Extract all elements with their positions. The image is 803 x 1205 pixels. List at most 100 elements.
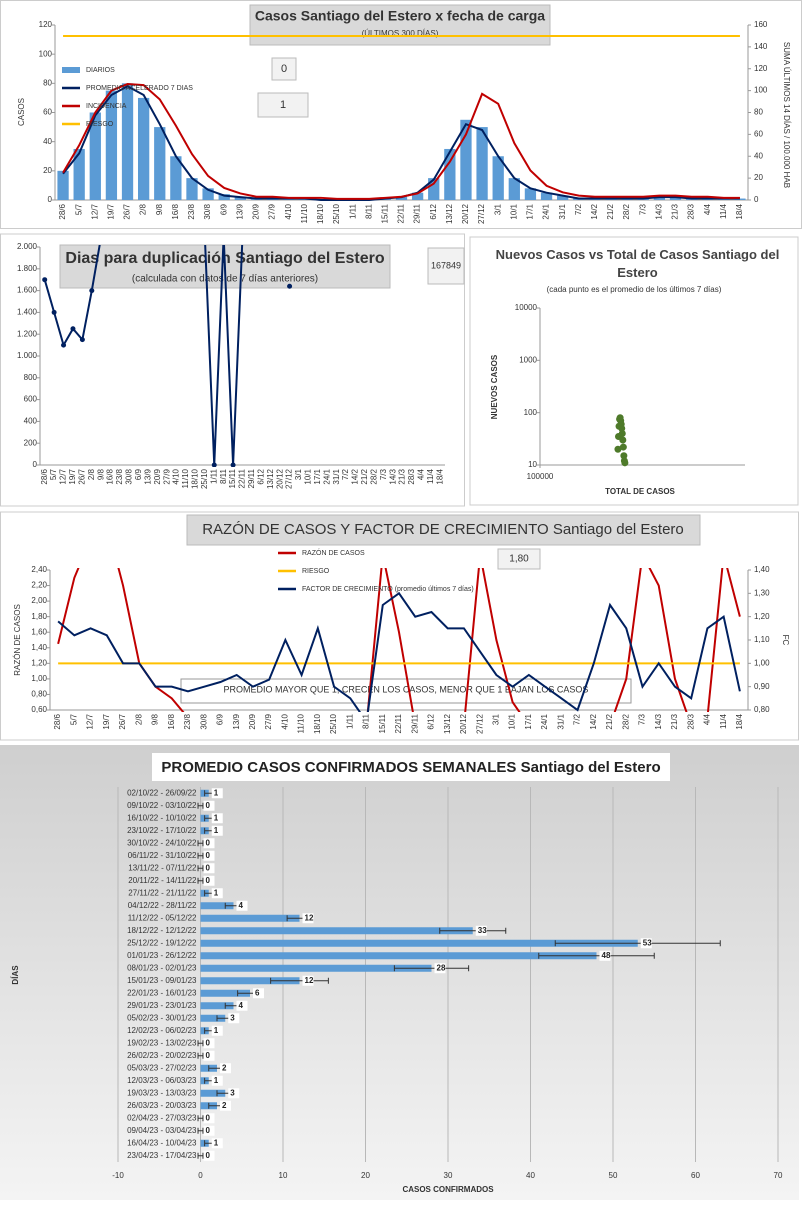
- x-tick-label: 31/1: [332, 468, 341, 484]
- bar: [89, 112, 101, 200]
- value-label: 3: [230, 1088, 235, 1097]
- point: [70, 326, 76, 332]
- x-tick-label: 21/3: [670, 713, 679, 729]
- bar: [653, 197, 666, 200]
- x-tick-label: 31/1: [558, 203, 567, 219]
- value-label: 1: [214, 788, 219, 797]
- x-tick-label: 24/1: [542, 203, 551, 219]
- x-tick-label: 18/10: [191, 468, 200, 489]
- x-tick-label: 19/7: [102, 713, 111, 729]
- y-tick-label: 19/03/23 - 13/03/23: [127, 1088, 197, 1097]
- bar: [200, 1089, 226, 1097]
- y-tick-label: 15/01/23 - 09/01/23: [127, 976, 197, 985]
- tick-label: 1.600: [17, 286, 38, 295]
- y-axis-title: CASOS: [17, 98, 26, 126]
- error-bar: [197, 1040, 204, 1047]
- y-tick-label: 30/10/22 - 24/10/22: [127, 838, 197, 847]
- x-tick-label: 13/9: [143, 468, 152, 484]
- bar: [508, 178, 520, 200]
- x-tick-label: 21/2: [605, 713, 614, 729]
- tick-label: 10000: [515, 303, 538, 312]
- tick-label: 1.400: [17, 308, 38, 317]
- x-tick-label: 5/7: [49, 468, 58, 480]
- bar: [73, 148, 85, 200]
- x-tick-label: 20/9: [252, 203, 261, 219]
- x-tick-label: 10/1: [509, 203, 518, 219]
- tick-label: 1,00: [31, 674, 47, 683]
- y-tick-label: 12/02/23 - 06/02/23: [127, 1026, 197, 1035]
- tick-label: 0,80: [31, 690, 47, 699]
- tick-label: 10: [279, 1171, 288, 1180]
- bar: [200, 952, 597, 960]
- label-bg: [236, 1000, 248, 1011]
- label-bg: [302, 913, 314, 924]
- label-bg: [211, 1075, 223, 1086]
- tick-label: 2.000: [17, 242, 38, 251]
- chart-title: Nuevos Casos vs Total de Casos Santiago …: [495, 247, 780, 280]
- tick-label: 40: [754, 151, 763, 160]
- x-tick-label: 28/2: [369, 468, 378, 484]
- bar: [411, 192, 424, 200]
- tick-label: 1,20: [754, 612, 770, 621]
- y-tick-label: 11/12/22 - 05/12/22: [128, 913, 197, 922]
- x-tick-label: 16/8: [171, 203, 180, 219]
- x-tick-label: 28/3: [407, 468, 416, 484]
- bar: [200, 1014, 226, 1022]
- bar: [170, 156, 182, 200]
- label-bg: [211, 1138, 223, 1149]
- annotation: 1: [280, 99, 286, 111]
- error-bar: [197, 840, 204, 847]
- label-bg: [220, 1100, 231, 1111]
- point: [618, 429, 626, 437]
- annotation: PROMEDIO MAYOR QUE 1, CRECEN LOS CASOS, …: [224, 684, 589, 694]
- label-bg: [203, 850, 215, 861]
- bar: [428, 178, 440, 200]
- y-tick-label: 20/11/22 - 14/11/22: [128, 876, 197, 885]
- label-bg: [203, 800, 215, 811]
- x-tick-label: 11/4: [719, 203, 728, 219]
- x-tick-label: 23/8: [187, 203, 196, 219]
- value-label: 1: [214, 826, 219, 835]
- chart-title: PROMEDIO CASOS CONFIRMADOS SEMANALES San…: [161, 759, 660, 776]
- value-label: 53: [643, 938, 652, 947]
- error-bar: [197, 1127, 204, 1134]
- x-tick-label: 10/1: [508, 713, 517, 729]
- x-tick-label: 13/12: [266, 468, 275, 489]
- tick-label: 1,20: [31, 658, 47, 667]
- x-axis-title: TOTAL DE CASOS: [605, 487, 675, 496]
- x-tick-label: 1/11: [209, 468, 218, 484]
- point: [42, 277, 48, 283]
- chart-subtitle: (cada punto es el promedio de los último…: [547, 285, 722, 294]
- x-tick-label: 28/2: [622, 203, 631, 219]
- value-label: 12: [305, 913, 314, 922]
- x-axis-title: CASOS CONFIRMADOS: [402, 1185, 494, 1194]
- bar: [121, 83, 134, 200]
- y-tick-label: 19/02/23 - 13/02/23: [127, 1038, 197, 1047]
- tick-label: 70: [774, 1171, 783, 1180]
- tick-label: 50: [609, 1171, 618, 1180]
- legend-label: DIARIOS: [86, 67, 115, 74]
- tick-label: 20: [361, 1171, 370, 1180]
- x-tick-label: 23/8: [115, 468, 124, 484]
- x-tick-label: 13/9: [232, 713, 241, 729]
- bar: [202, 188, 214, 200]
- value-label: 6: [255, 988, 260, 997]
- panel: [469, 236, 799, 506]
- error-bar: [197, 802, 204, 809]
- tick-label: 60: [754, 129, 763, 138]
- bar: [540, 192, 553, 200]
- x-tick-label: 21/2: [606, 203, 615, 219]
- value-label: 1: [214, 813, 219, 822]
- tick-label: 1,60: [31, 627, 47, 636]
- point: [211, 462, 217, 467]
- x-tick-label: 16/8: [106, 468, 115, 484]
- tick-label: 30: [444, 1171, 453, 1180]
- x-tick-label: 22/11: [394, 713, 403, 733]
- value-label: 0: [206, 1051, 211, 1060]
- tick-label: 800: [24, 373, 38, 382]
- x-tick-label: 18/10: [313, 713, 322, 734]
- tick-label: 1,80: [31, 612, 47, 621]
- x-tick-label: 9/8: [151, 713, 160, 725]
- value-label: 12: [305, 976, 314, 985]
- annotation-box: [427, 247, 465, 285]
